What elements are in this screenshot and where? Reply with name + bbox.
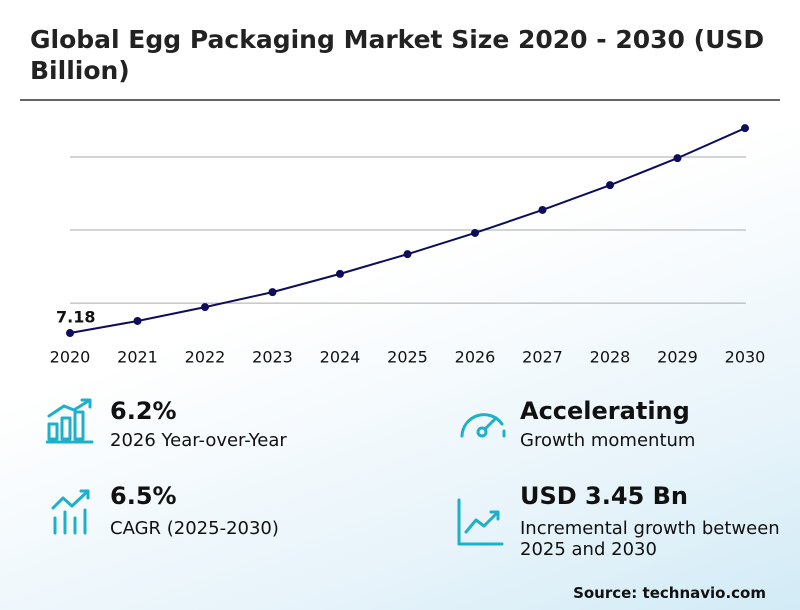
x-tick-label: 2027 — [522, 348, 563, 367]
point — [673, 154, 682, 163]
kpi-label: Growth momentum — [520, 430, 696, 451]
x-tick-label: 2030 — [725, 348, 766, 367]
kpi-label: 2026 Year-over-Year — [110, 430, 287, 451]
x-tick-label: 2020 — [50, 348, 91, 367]
point — [538, 205, 547, 214]
kpi-value: 6.5% — [110, 482, 177, 510]
x-tick-label: 2021 — [117, 348, 158, 367]
x-tick-label: 2022 — [185, 348, 226, 367]
kpi-value: Accelerating — [520, 397, 690, 425]
point — [741, 124, 749, 133]
x-tick-label: 2023 — [252, 348, 293, 367]
data-label: 7.18 — [56, 308, 95, 327]
kpi-label: CAGR (2025-2030) — [110, 518, 279, 539]
x-tick-label: 2025 — [387, 348, 428, 367]
point — [268, 288, 277, 297]
x-tick-label: 2028 — [590, 348, 631, 367]
point — [201, 303, 209, 312]
x-tick-label: 2024 — [320, 348, 361, 367]
point — [606, 181, 614, 190]
chart-title: Global Egg Packaging Market Size 2020 - … — [30, 25, 765, 85]
point — [133, 316, 142, 325]
source: Source: technavio.com — [573, 584, 766, 602]
chart: 2020 2021 2022 2023 2024 2025 2026 2027 2028 2029… — [50, 124, 766, 367]
point — [403, 250, 412, 259]
bar-growth-icon — [46, 398, 94, 444]
chart-icon — [457, 498, 504, 546]
point — [336, 269, 344, 278]
kpi-value: USD 3.45 Bn — [520, 482, 688, 510]
x-tick-label: 2029 — [657, 348, 698, 367]
x-tick-label: 2026 — [455, 348, 496, 367]
kpi-value: 6.2% — [110, 397, 177, 425]
trend-icon — [51, 489, 90, 535]
line — [69, 127, 746, 335]
kpi-label: Incremental growth between 2025 and 2030 — [520, 518, 780, 560]
gauge-icon — [460, 413, 506, 438]
divider — [20, 99, 780, 101]
point — [66, 329, 74, 338]
point — [471, 228, 479, 237]
